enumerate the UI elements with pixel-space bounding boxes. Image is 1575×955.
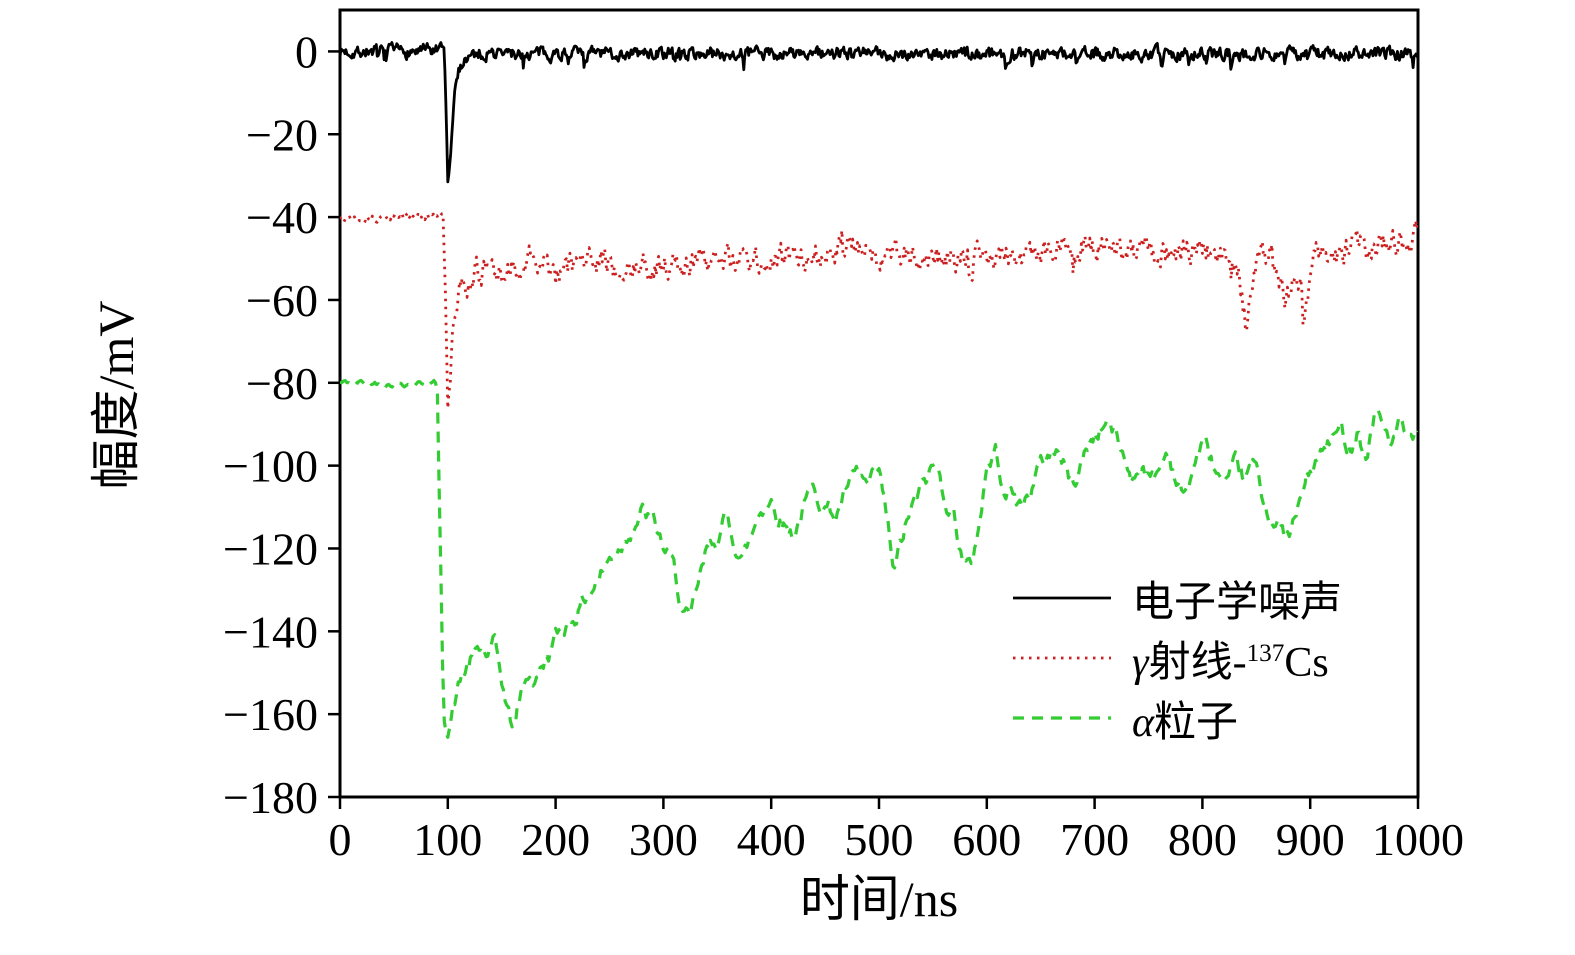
legend-label-noise: 电子学噪声	[1132, 579, 1343, 626]
x-tick-label: 0	[329, 814, 352, 865]
y-tick-label: −60	[246, 275, 318, 326]
legend-line-sample-alpha	[1013, 716, 1111, 720]
legend-line-sample-noise	[1013, 596, 1111, 600]
traces	[340, 41, 1418, 739]
y-tick-label: −160	[223, 689, 318, 740]
x-tick-label: 300	[629, 814, 698, 865]
y-tick-label: −120	[223, 523, 318, 574]
legend-label-gamma: γ射线-137Cs	[1132, 639, 1329, 686]
x-tick-label: 400	[737, 814, 806, 865]
x-tick-label: 700	[1060, 814, 1129, 865]
y-tick-label: −140	[223, 606, 318, 657]
x-tick-label: 800	[1168, 814, 1237, 865]
y-tick-label: 0	[295, 26, 318, 77]
legend-item-gamma: γ射线-137Cs	[1010, 632, 1342, 686]
y-tick-label: −40	[246, 192, 318, 243]
y-tick-label: −20	[246, 109, 318, 160]
x-tick-label: 200	[521, 814, 590, 865]
series-noise	[340, 41, 1418, 184]
legend-label-alpha: α粒子	[1132, 699, 1239, 746]
x-tick-label: 100	[413, 814, 482, 865]
y-axis-title: 幅度/mV	[88, 300, 144, 490]
x-axis-title: 时间/ns	[799, 871, 959, 927]
series-gamma-cs137	[340, 211, 1418, 410]
y-tick-label: −80	[246, 358, 318, 409]
legend-line-sample-gamma	[1013, 656, 1111, 660]
legend: 电子学噪声 γ射线-137Cs α粒子	[1010, 572, 1342, 746]
y-tick-label: −100	[223, 441, 318, 492]
series-alpha	[340, 378, 1418, 739]
x-tick-label: 500	[845, 814, 914, 865]
legend-item-alpha: α粒子	[1010, 692, 1342, 746]
plot-frame	[338, 8, 1420, 799]
legend-item-noise: 电子学噪声	[1010, 572, 1342, 626]
y-tick-label: −180	[223, 772, 318, 823]
x-tick-label: 1000	[1372, 814, 1464, 865]
x-tick-label: 600	[952, 814, 1021, 865]
x-tick-label: 900	[1276, 814, 1345, 865]
